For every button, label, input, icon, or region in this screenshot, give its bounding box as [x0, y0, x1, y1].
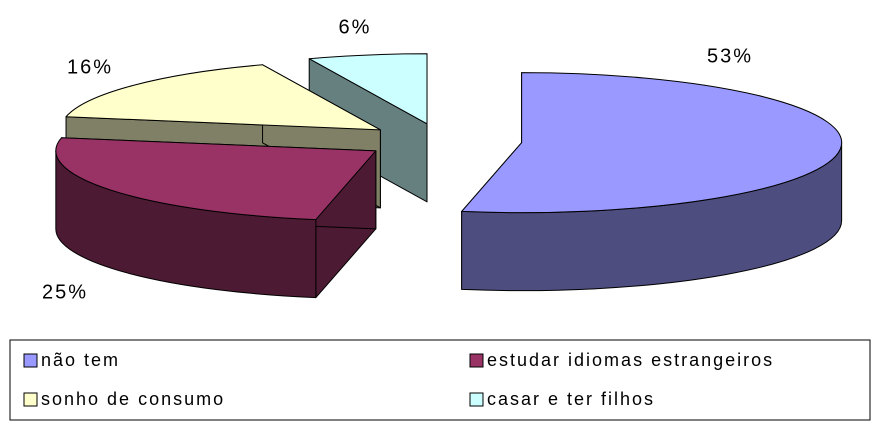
legend-swatch: [23, 392, 38, 407]
legend-label: casar e ter filhos: [487, 389, 655, 409]
slice: [55, 137, 377, 221]
data-label: 16%: [67, 56, 113, 78]
legend-swatch: [469, 392, 484, 407]
slice: [65, 64, 381, 131]
data-label: 53%: [707, 45, 753, 67]
legend-swatch: [23, 353, 38, 368]
data-label: 25%: [42, 281, 88, 303]
legend-label: sonho de consumo: [41, 389, 225, 409]
pie: [55, 53, 843, 299]
legend-box: [9, 339, 871, 421]
data-label: 6%: [339, 16, 372, 38]
legend-swatch: [469, 353, 484, 368]
slice: [308, 53, 428, 125]
legend-label: estudar idiomas estrangeiros: [487, 350, 774, 370]
legend-label: não tem: [41, 350, 120, 370]
slice: [461, 72, 843, 214]
legend: não tem estudar idiomas estrangeiros sonho…: [23, 350, 774, 409]
